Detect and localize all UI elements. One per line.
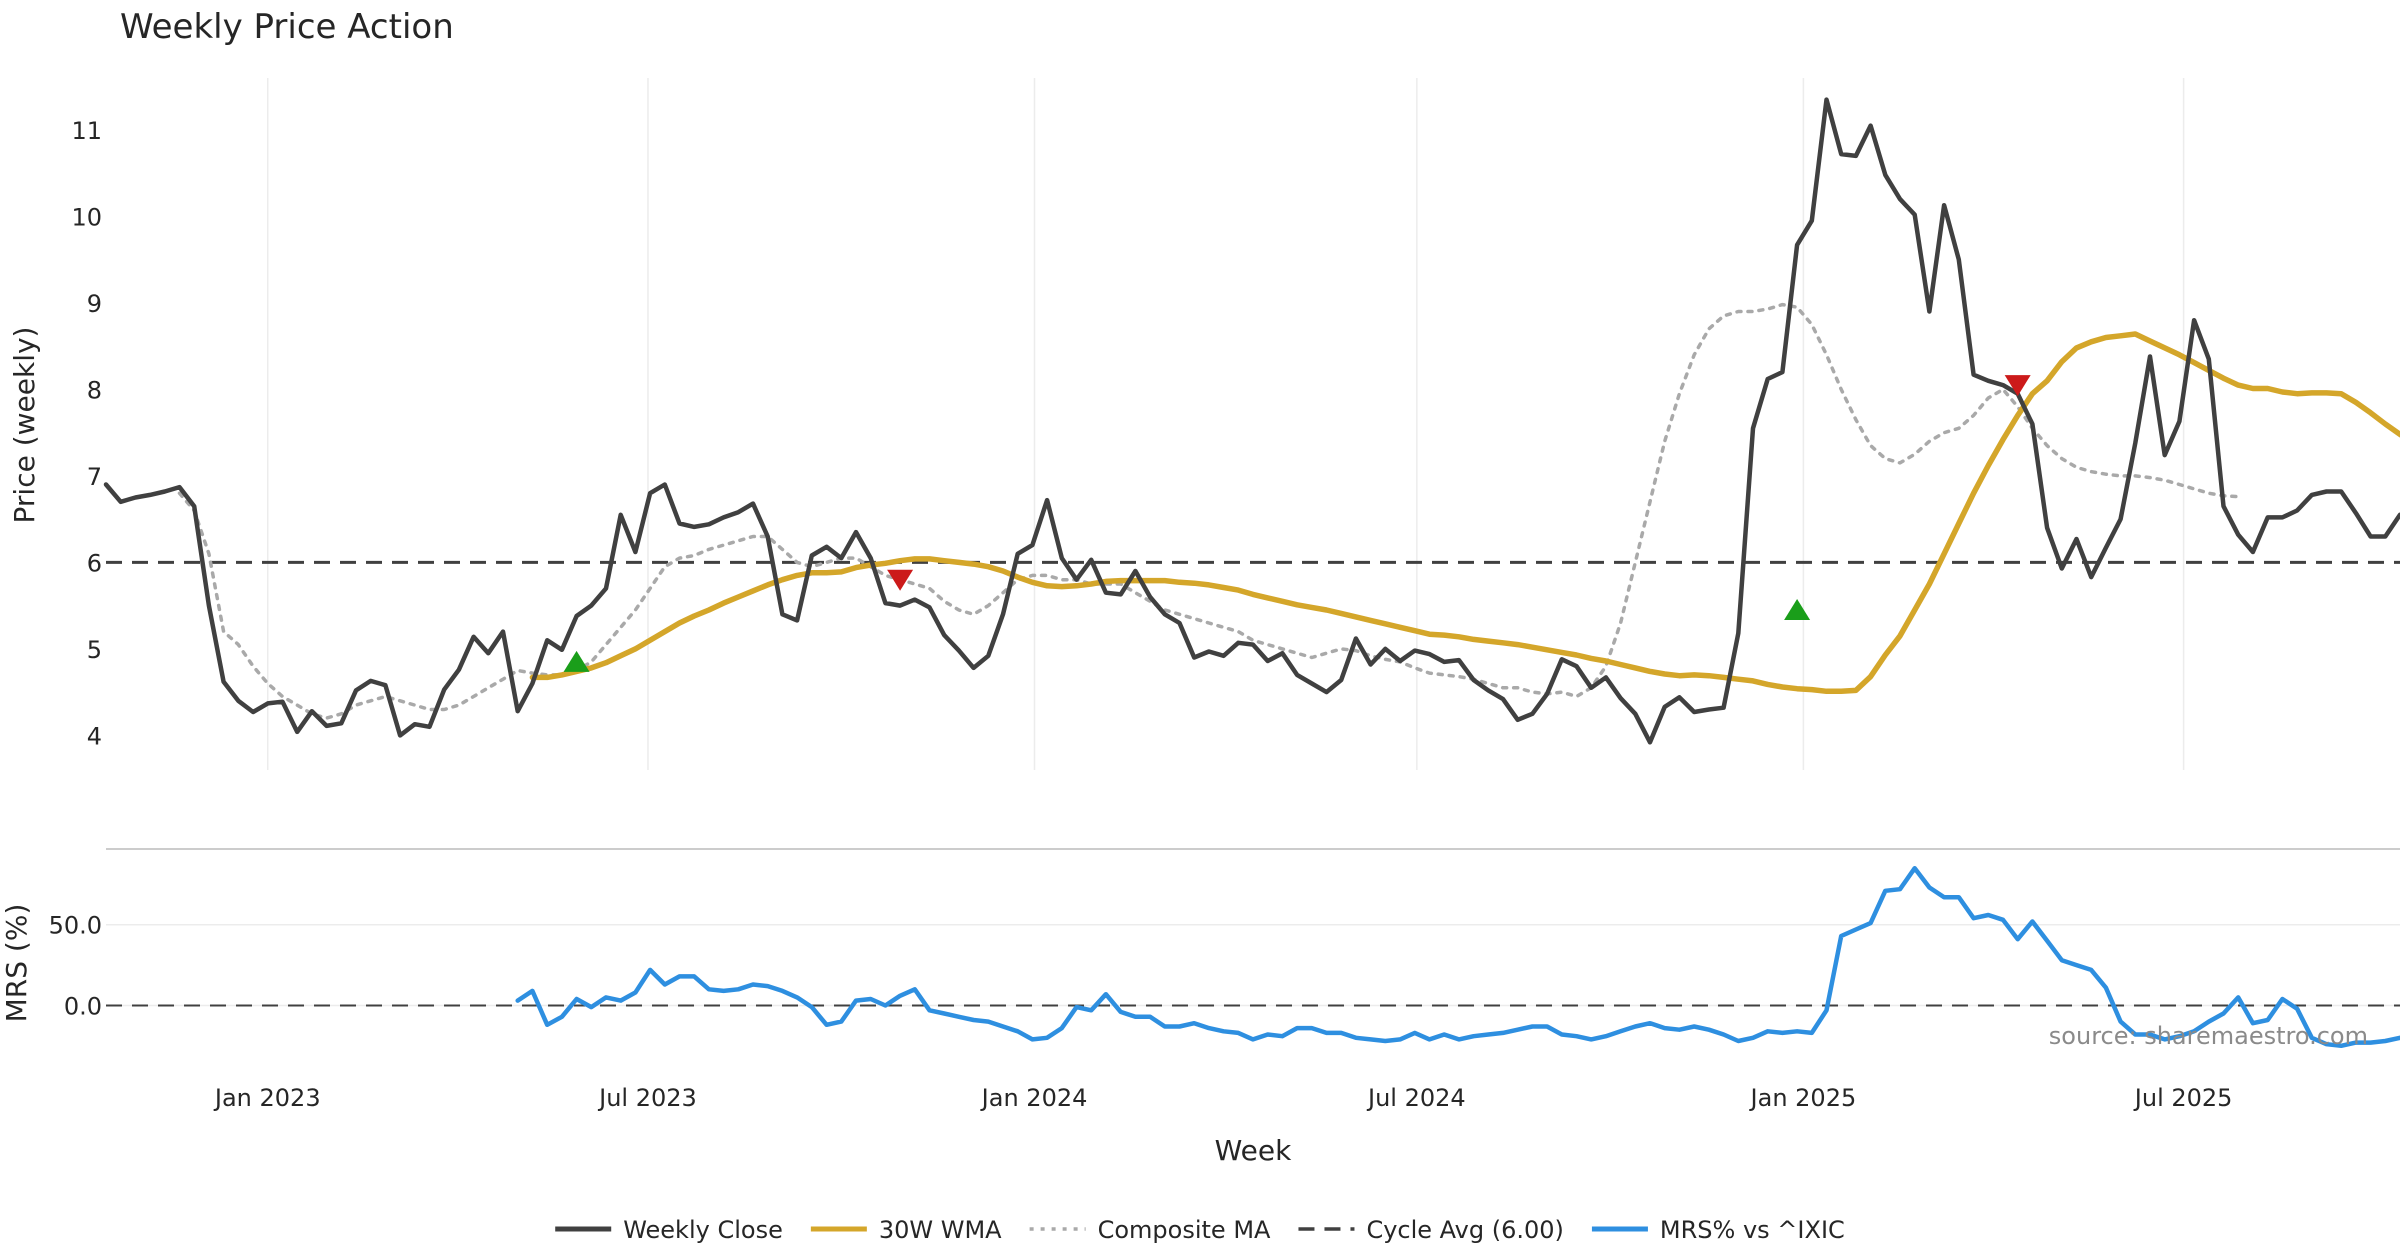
watermark: source: sharemaestro.com — [2049, 1022, 2368, 1050]
mrs-y-axis-title: MRS (%) — [0, 904, 33, 1023]
series-weekly-close — [103, 97, 2400, 745]
legend: Weekly Close 30W WMA Composite MA Cycle Avg… — [555, 1216, 1845, 1244]
legend-label: 30W WMA — [879, 1216, 1002, 1244]
x-tick-label: Jan 2025 — [1749, 1084, 1857, 1112]
price-y-tick-label: 8 — [87, 376, 102, 404]
x-tick-label: Jan 2023 — [213, 1084, 321, 1112]
x-tick-labels: Jan 2023 Jul 2023 Jan 2024 Jul 2024 Jan 2025… — [213, 1084, 2233, 1112]
mrs-y-tick-label: 50.0 — [49, 912, 102, 940]
legend-entry-cycle-avg-6-00: Cycle Avg (6.00) — [1298, 1216, 1564, 1244]
x-tick-label: Jul 2025 — [2133, 1084, 2233, 1112]
legend-entry-composite-ma: Composite MA — [1029, 1216, 1271, 1244]
legend-entry-30w-wma: 30W WMA — [810, 1216, 1002, 1244]
price-y-tick-label: 6 — [87, 549, 102, 577]
series-composite-ma — [177, 302, 2240, 720]
signal-buy-marker — [563, 650, 590, 672]
x-axis-title: Week — [1215, 1134, 1292, 1167]
price-y-tick-label: 10 — [71, 203, 102, 231]
legend-label: Composite MA — [1098, 1216, 1271, 1244]
chart-title: Weekly Price Action — [120, 7, 454, 47]
price-y-tick-label: 11 — [71, 117, 102, 145]
legend-entry-mrs-vs-ixic: MRS% vs ^IXIC — [1591, 1216, 1845, 1244]
mrs-y-tick-labels: 0.0 50.0 — [49, 912, 102, 1021]
price-y-axis-title: Price (weekly) — [8, 327, 41, 524]
legend-label: Cycle Avg (6.00) — [1366, 1216, 1563, 1244]
legend-entry-weekly-close: Weekly Close — [555, 1216, 783, 1244]
price-y-tick-label: 7 — [87, 463, 102, 491]
price-y-tick-label: 9 — [87, 290, 102, 318]
mrs-series-group — [515, 865, 2400, 1049]
series-mrs-vs-ixic — [515, 865, 2400, 1049]
signal-buy-marker — [1784, 598, 1811, 620]
price-panel-grid — [267, 78, 2185, 770]
legend-label: Weekly Close — [623, 1216, 783, 1244]
legend-label: MRS% vs ^IXIC — [1660, 1216, 1845, 1244]
price-y-tick-label: 4 — [87, 722, 102, 750]
price-series-group — [103, 97, 2400, 745]
signal-sell-marker — [887, 569, 914, 591]
mrs-panel-grid — [106, 923, 2400, 1007]
signal-sell-marker — [2004, 375, 2031, 397]
mrs-y-tick-label: 0.0 — [64, 992, 102, 1020]
price-signals-group — [563, 375, 2031, 672]
x-tick-label: Jan 2024 — [980, 1084, 1088, 1112]
price-y-tick-label: 5 — [87, 636, 102, 664]
x-tick-label: Jul 2024 — [1366, 1084, 1466, 1112]
x-tick-label: Jul 2023 — [597, 1084, 697, 1112]
price-y-tick-labels: 4 5 6 7 8 9 10 11 — [71, 117, 102, 751]
